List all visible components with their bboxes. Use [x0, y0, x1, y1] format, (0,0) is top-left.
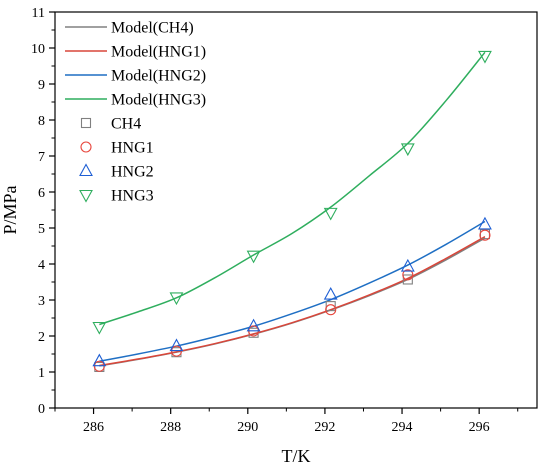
data-point-hng3	[92, 321, 107, 335]
data-point-hng3	[478, 50, 492, 64]
y-axis-label: P/MPa	[0, 185, 20, 234]
y-tick-label: 2	[38, 330, 45, 345]
y-tick-label: 8	[38, 114, 45, 129]
series-line-model-hng3	[99, 51, 486, 326]
y-tick-label: 6	[38, 186, 45, 201]
data-point-hng1	[479, 229, 491, 241]
series-line-model-hng2	[99, 220, 486, 362]
data-point-hng2	[169, 338, 184, 352]
legend-label-ch4: CH4	[111, 116, 141, 133]
axes-layer: 286 288 290 292 294 296 0 1 2 3 4 5 6 7 8 9 10 11	[31, 6, 538, 435]
x-tick-label: 296	[469, 420, 490, 435]
legend-label-model-hng3: Model(HNG3)	[111, 92, 206, 109]
x-axis-label: T/K	[282, 446, 311, 466]
data-point-hng1	[325, 304, 337, 316]
y-tick-label: 3	[38, 294, 45, 309]
y-tick-label: 11	[32, 6, 45, 21]
series-layer	[92, 50, 492, 373]
data-point-hng3	[323, 207, 338, 221]
y-tick-label: 9	[38, 78, 45, 93]
data-point-hng2	[400, 258, 415, 272]
x-tick-label: 288	[160, 420, 181, 435]
legend-label-hng3: HNG3	[111, 188, 154, 205]
data-point-hng3	[246, 250, 261, 264]
legend: Model(CH4) Model(HNG1) Model(HNG2) Model(HN…	[65, 20, 206, 205]
x-tick-label: 292	[314, 420, 335, 435]
legend-label-model-hng2: Model(HNG2)	[111, 68, 206, 85]
y-tick-label: 0	[38, 402, 45, 417]
legend-marker-hng1	[80, 141, 92, 153]
data-point-ch4	[402, 274, 413, 285]
legend-label-hng1: HNG1	[111, 140, 154, 157]
y-tick-label: 4	[38, 258, 45, 273]
data-point-hng3	[169, 292, 184, 306]
x-tick-label: 294	[392, 420, 413, 435]
x-tick-label: 290	[237, 420, 258, 435]
data-point-hng2	[323, 286, 338, 300]
data-point-hng2	[246, 318, 261, 332]
y-tick-label: 10	[31, 42, 45, 57]
series-line-model-hng1	[99, 235, 486, 367]
y-tick-label: 7	[38, 150, 45, 165]
data-point-hng2	[478, 216, 492, 230]
legend-marker-hng2	[79, 163, 93, 177]
y-tick-label: 5	[38, 222, 45, 237]
data-point-hng3	[400, 143, 415, 157]
legend-marker-ch4	[80, 117, 92, 129]
y-tick-label: 1	[38, 366, 45, 381]
legend-label-model-hng1: Model(HNG1)	[111, 44, 206, 61]
legend-marker-hng3	[79, 189, 93, 203]
x-tick-label: 286	[83, 420, 104, 435]
data-point-hng2	[92, 353, 107, 367]
legend-label-hng2: HNG2	[111, 164, 154, 181]
legend-label-model-ch4: Model(CH4)	[111, 20, 194, 37]
data-point-ch4	[325, 301, 336, 312]
data-point-hng1	[402, 269, 414, 281]
